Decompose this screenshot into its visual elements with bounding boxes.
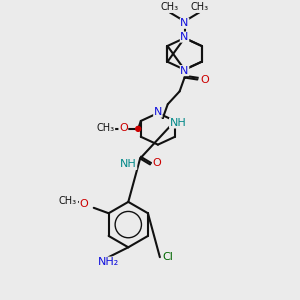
Text: CH₃: CH₃: [58, 196, 76, 206]
Text: N: N: [180, 32, 189, 42]
Text: O: O: [200, 74, 209, 85]
Text: Cl: Cl: [162, 252, 173, 262]
Circle shape: [136, 126, 141, 131]
Text: N: N: [180, 18, 189, 28]
Text: CH₃: CH₃: [97, 123, 115, 133]
Text: O: O: [152, 158, 161, 168]
Text: CH₃: CH₃: [190, 2, 208, 13]
Text: O: O: [80, 199, 88, 209]
Text: NH: NH: [169, 118, 186, 128]
Text: O: O: [119, 123, 128, 133]
Text: N: N: [154, 107, 162, 117]
Text: NH: NH: [120, 159, 137, 170]
Text: N: N: [180, 66, 189, 76]
Text: CH₃: CH₃: [161, 2, 179, 13]
Text: NH₂: NH₂: [98, 257, 119, 267]
